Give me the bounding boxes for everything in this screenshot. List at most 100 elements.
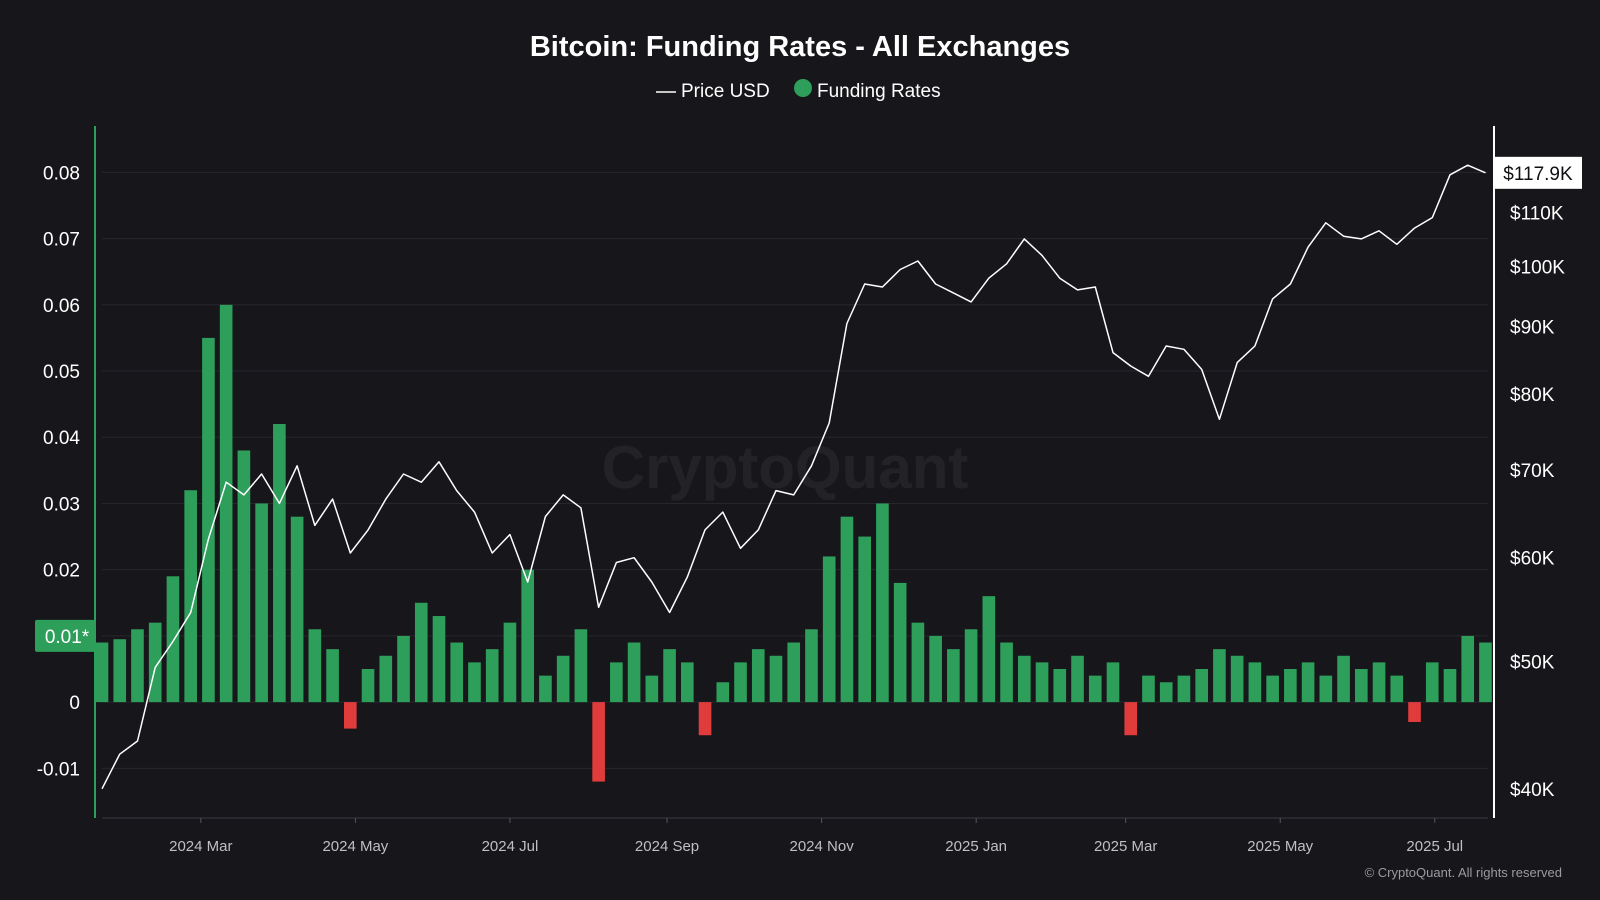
highlight-badge-label: 0.01* [45, 627, 90, 648]
funding-bar [1053, 669, 1067, 703]
funding-bar [468, 662, 481, 703]
funding-bar [858, 536, 871, 703]
funding-bar [397, 635, 410, 703]
funding-bar [432, 616, 446, 703]
left-tick-label: 0.03 [43, 494, 80, 515]
funding-bar [805, 629, 818, 703]
x-axis-ticks: 2024 Mar 2024 May 2024 Jul 2024 Sep 2024 Nov… [169, 818, 1463, 855]
funding-bar [911, 622, 925, 703]
price-line-group [101, 164, 1486, 790]
last-price-badge: $117.9K [1494, 156, 1582, 189]
funding-bar [964, 629, 978, 703]
funding-bar [113, 639, 127, 703]
funding-bar [645, 675, 659, 703]
left-tick-label: -0.01 [37, 759, 80, 780]
funding-bar [485, 649, 499, 703]
legend-funding-marker [794, 79, 812, 97]
x-tick-label: 2025 May [1247, 838, 1313, 855]
highlight-badge: 0.01* [35, 619, 95, 652]
funding-bar [1071, 655, 1084, 703]
legend: Price USD Funding Rates [656, 79, 941, 102]
right-tick-label: $90K [1510, 318, 1555, 339]
left-tick-label: 0.07 [43, 230, 80, 251]
funding-bar [184, 490, 197, 703]
funding-bar [893, 582, 907, 703]
funding-bar [219, 304, 233, 703]
left-tick-label: 0.02 [43, 561, 80, 582]
right-axis-ticks: $40K $50K $60K $70K $80K $90K $100K $110K [1510, 203, 1565, 800]
funding-bar [539, 675, 552, 703]
funding-bar [840, 516, 854, 703]
x-tick-label: 2025 Jan [945, 838, 1007, 855]
funding-bar [663, 649, 676, 703]
right-tick-label: $50K [1510, 653, 1555, 674]
funding-bar [610, 662, 623, 703]
funding-bar [1195, 669, 1208, 703]
right-tick-label: $40K [1510, 780, 1555, 801]
funding-bar [255, 503, 268, 703]
funding-bar [503, 622, 517, 703]
funding-bar [574, 629, 588, 703]
watermark: CryptoQuant [602, 434, 969, 501]
funding-bar [1443, 669, 1457, 703]
funding-bar [1000, 642, 1013, 703]
funding-bar [680, 662, 694, 703]
funding-bar [1248, 662, 1262, 703]
x-tick-label: 2024 Jul [482, 838, 539, 855]
funding-bar [1284, 669, 1297, 703]
funding-bar [1479, 642, 1492, 703]
funding-bar [521, 569, 534, 703]
x-tick-label: 2025 Jul [1406, 838, 1463, 855]
funding-bar [1372, 662, 1386, 703]
funding-bar [202, 337, 215, 703]
x-tick-label: 2024 Nov [789, 838, 854, 855]
funding-bar [131, 629, 144, 703]
funding-bar [627, 642, 641, 703]
funding-bar [1266, 675, 1279, 703]
funding-bar [822, 556, 836, 703]
funding-bar [95, 642, 109, 703]
funding-bar [947, 649, 960, 703]
funding-bar [751, 649, 765, 703]
funding-bar [361, 669, 375, 703]
funding-bar [1301, 662, 1315, 703]
funding-bar [556, 655, 570, 703]
right-tick-label: $100K [1510, 258, 1565, 279]
funding-bar [592, 702, 605, 782]
funding-bar [1319, 675, 1333, 703]
funding-bar [734, 662, 747, 703]
legend-funding-label: Funding Rates [817, 81, 941, 102]
funding-bar [1177, 675, 1191, 703]
left-tick-label: 0.06 [43, 296, 80, 317]
right-tick-label: $110K [1510, 203, 1564, 224]
funding-bar [1354, 669, 1368, 703]
left-tick-label: 0.04 [43, 428, 80, 449]
funding-bar [290, 516, 304, 703]
left-axis-ticks: -0.01 0 0.02 0.03 0.04 0.05 0.06 0.07 0.08 [37, 163, 81, 780]
x-tick-label: 2024 May [322, 838, 388, 855]
legend-price-label: Price USD [681, 81, 770, 102]
funding-bar [414, 602, 428, 703]
funding-bar [1461, 635, 1475, 703]
chart-title: Bitcoin: Funding Rates - All Exchanges [530, 31, 1070, 63]
funding-bar [1408, 702, 1421, 722]
funding-bar [450, 642, 464, 703]
funding-bar [1337, 655, 1350, 703]
right-tick-label: $80K [1510, 385, 1555, 406]
funding-bar [1213, 649, 1226, 703]
right-tick-label: $70K [1510, 461, 1555, 482]
funding-bars [95, 304, 1492, 782]
highlight-badge-bg [35, 619, 95, 652]
left-tick-label: 0.05 [43, 362, 80, 383]
funding-bar [876, 503, 889, 703]
funding-bar [379, 655, 393, 703]
copyright: © CryptoQuant. All rights reserved [1365, 865, 1562, 880]
funding-bar [343, 702, 357, 729]
right-tick-label: $60K [1510, 549, 1555, 570]
funding-bar [787, 642, 801, 703]
left-tick-label: 0.08 [43, 163, 80, 184]
funding-bar [166, 576, 180, 703]
funding-bar [769, 655, 783, 703]
funding-bar [273, 423, 286, 703]
